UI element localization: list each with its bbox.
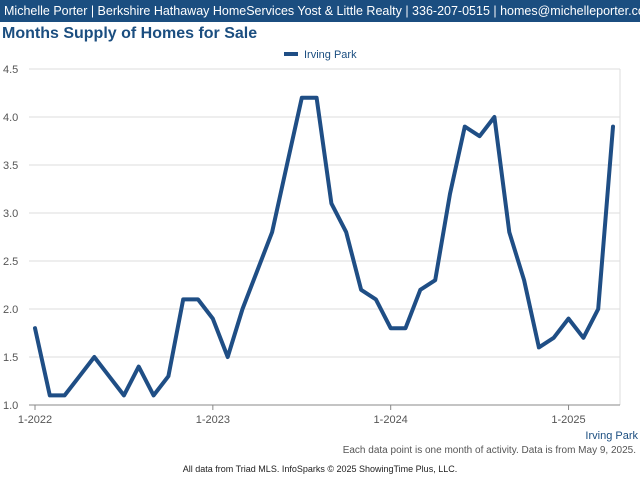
- legend: Irving Park: [284, 49, 357, 61]
- legend-label: Irving Park: [304, 49, 357, 61]
- series-layer: [33, 95, 615, 398]
- x-tick-label: 1-2024: [374, 414, 408, 426]
- axes: 1.0 1.5 2.0 2.5 3.0 3.5 4.0 4.5 1-2022 1-2023 1-20…: [3, 64, 638, 442]
- y-tick-label: 3.5: [3, 160, 18, 172]
- y-tick-label: 2.5: [3, 256, 18, 268]
- series-line: [33, 95, 615, 398]
- y-tick-label: 1.5: [3, 352, 18, 364]
- y-tick-label: 2.0: [3, 304, 18, 316]
- x-tick-label: 1-2022: [18, 414, 52, 426]
- grid-lines: [29, 68, 621, 406]
- y-tick-label: 4.5: [3, 64, 18, 76]
- data-note: Each data point is one month of activity…: [342, 445, 636, 456]
- data-credit: All data from Triad MLS. InfoSparks © 20…: [182, 464, 458, 474]
- x-axis-series-label: Irving Park: [585, 430, 638, 442]
- chart-title: Months Supply of Homes for Sale: [2, 25, 258, 42]
- x-tick-label: 1-2025: [551, 414, 585, 426]
- contact-line: Michelle Porter | Berkshire Hathaway Hom…: [4, 4, 640, 18]
- y-tick-label: 4.0: [3, 112, 18, 124]
- y-tick-label: 3.0: [3, 208, 18, 220]
- y-tick-label: 1.0: [3, 400, 18, 412]
- header-contact-bar: Michelle Porter | Berkshire Hathaway Hom…: [0, 0, 640, 22]
- x-tick-label: 1-2023: [196, 414, 230, 426]
